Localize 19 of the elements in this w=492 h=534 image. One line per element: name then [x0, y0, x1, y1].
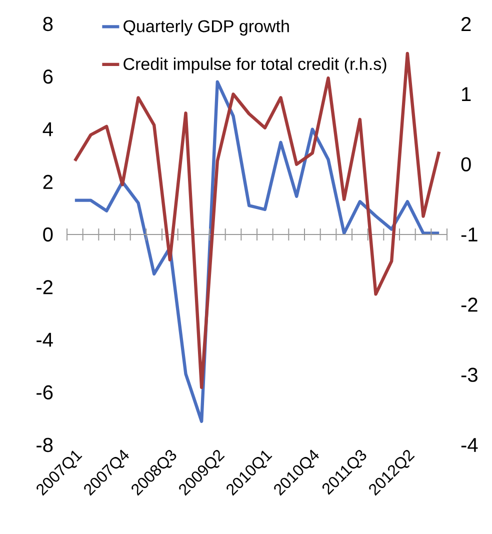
- y-tick-label: 0: [43, 227, 53, 242]
- legend-label: Quarterly GDP growth: [124, 20, 289, 36]
- y2-tick-label: 2: [462, 17, 471, 31]
- legend-label: Credit impulse for total credit (r.h.s): [124, 58, 386, 74]
- y2-tick-label: -3: [461, 368, 478, 382]
- y-tick-label: -6: [36, 385, 53, 400]
- line-series: [73, 52, 441, 390]
- y2-tick-label: 0: [461, 157, 471, 172]
- y-tick-label: -8: [36, 438, 53, 452]
- y-tick-label: 2: [43, 174, 52, 189]
- y2-tick-label: -2: [461, 298, 478, 312]
- y2-tick-label: -1: [461, 228, 478, 242]
- y-tick-label: 8: [43, 16, 53, 32]
- y-tick-label: 6: [43, 70, 53, 84]
- y-tick-label: -2: [36, 280, 52, 294]
- y2-tick-label: -4: [461, 438, 478, 452]
- y2-tick-label: 1: [462, 87, 471, 102]
- y-tick-label: 4: [42, 122, 53, 136]
- y-tick-label: -4: [36, 332, 53, 347]
